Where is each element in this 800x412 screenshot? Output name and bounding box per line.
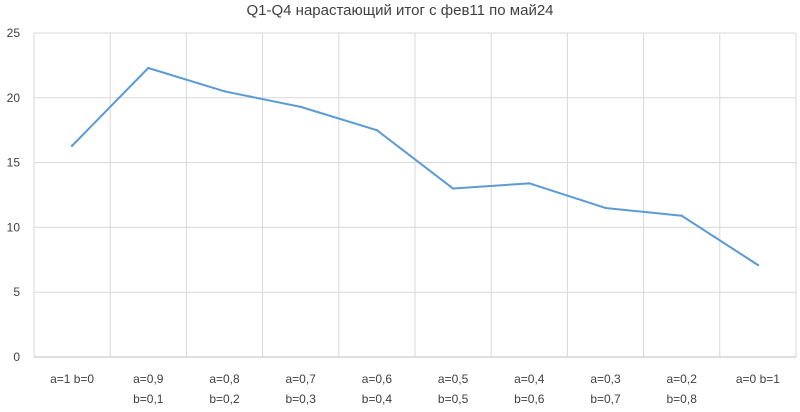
y-tick-label: 10 — [7, 220, 21, 234]
y-tick-label: 25 — [7, 26, 21, 40]
x-tick-label: a=0,7 b=0,3 — [286, 372, 317, 406]
series-layer — [70, 66, 760, 267]
x-tick-label: a=0,5 b=0,5 — [438, 372, 469, 406]
chart-title: Q1-Q4 нарастающий итог с фев11 по май24 — [246, 2, 553, 19]
x-tick-label-line: b=0,7 — [590, 392, 621, 406]
x-tick-label-line: a=0,6 — [362, 372, 393, 386]
x-tick-label-line: b=0,4 — [362, 392, 393, 406]
x-tick-label-line: b=0,8 — [667, 392, 698, 406]
data-point — [70, 144, 74, 147]
gridlines — [33, 32, 797, 357]
series-line — [71, 66, 759, 266]
x-tick-label-line: b=0,1 — [133, 392, 164, 406]
data-point — [223, 90, 226, 93]
y-axis-tick-labels: 0 5 10 15 20 25 — [7, 26, 21, 364]
data-point — [375, 129, 379, 132]
x-tick-label: a=1 b=0 — [50, 372, 94, 386]
data-point — [451, 187, 455, 190]
x-tick-label-line: a=0,7 — [286, 372, 317, 386]
y-tick-label: 20 — [7, 91, 21, 105]
y-tick-label: 15 — [7, 156, 21, 170]
x-tick-label: a=0,3 b=0,7 — [590, 372, 621, 406]
x-tick-label: a=0,6 b=0,4 — [362, 372, 393, 406]
x-tick-label-line: a=0,9 — [133, 372, 164, 386]
x-tick-label-line: b=0,6 — [514, 392, 545, 406]
x-tick-label-line: b=0,5 — [438, 392, 469, 406]
x-tick-label-line: a=1 b=0 — [50, 372, 94, 386]
x-tick-label-line: b=0,2 — [209, 392, 240, 406]
y-tick-label: 5 — [13, 285, 20, 299]
x-tick-label: a=0,2 b=0,8 — [667, 372, 698, 406]
x-tick-label-line: b=0,3 — [286, 392, 317, 406]
x-tick-label-line: a=0,5 — [438, 372, 469, 386]
y-tick-label: 0 — [13, 350, 20, 364]
x-tick-label-line: a=0,8 — [209, 372, 240, 386]
x-tick-label-line: a=0,4 — [514, 372, 545, 386]
data-point — [528, 182, 531, 185]
data-point — [680, 214, 683, 217]
x-tick-label: a=0,8 b=0,2 — [209, 372, 240, 406]
data-point — [299, 105, 302, 109]
x-tick-label: a=0 b=1 — [736, 372, 780, 386]
data-point — [604, 206, 607, 210]
x-tick-label: a=0,4 b=0,6 — [514, 372, 545, 406]
data-point — [756, 263, 760, 267]
x-axis-tick-labels: a=1 b=0 a=0,9b=0,1a=0,8b=0,2a=0,7b=0,3a=0… — [50, 372, 780, 406]
x-tick-label-line: a=0,2 — [667, 372, 698, 386]
x-tick-label-line: a=0,3 — [590, 372, 621, 386]
data-point — [147, 66, 150, 70]
x-tick-label: a=0,9 b=0,1 — [133, 372, 164, 406]
x-tick-label-line: a=0 b=1 — [736, 372, 780, 386]
